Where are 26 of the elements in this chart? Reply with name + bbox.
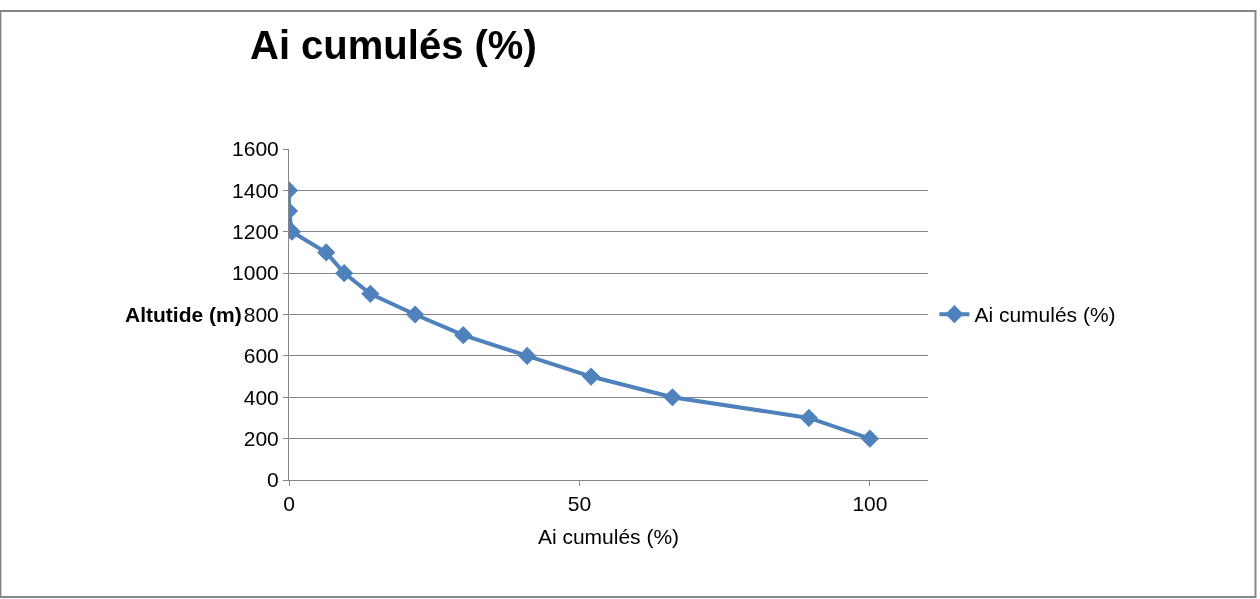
- x-tick-label: 100: [852, 492, 888, 516]
- point: [454, 326, 473, 345]
- y-tick-label: 200: [243, 426, 279, 450]
- y-tick-label: 1600: [232, 137, 279, 161]
- y-tick-label: 600: [243, 344, 279, 368]
- y-tick-label: 400: [243, 385, 279, 409]
- point: [860, 429, 880, 448]
- y-tick-label: 1400: [232, 178, 279, 202]
- x-axis-title: Ai cumulés (%): [537, 525, 680, 549]
- y-tick-label: 800: [243, 302, 279, 326]
- y-tick-label: 1000: [232, 261, 279, 285]
- point: [405, 305, 425, 324]
- point: [518, 346, 537, 365]
- legend-label: Ai cumulés (%): [974, 303, 1116, 327]
- y-axis-title: Altutide (m): [125, 303, 242, 326]
- point: [335, 264, 354, 283]
- y-tick-label: 1200: [232, 220, 279, 244]
- point: [317, 243, 336, 262]
- point: [799, 408, 819, 428]
- y-tick-label: 0: [267, 468, 279, 492]
- x-tick-label: 50: [567, 492, 592, 516]
- x-tick-label: 0: [283, 492, 295, 516]
- point: [581, 367, 601, 386]
- point: [663, 388, 682, 407]
- chart-title: Ai cumulés (%): [250, 23, 537, 67]
- point: [361, 284, 380, 303]
